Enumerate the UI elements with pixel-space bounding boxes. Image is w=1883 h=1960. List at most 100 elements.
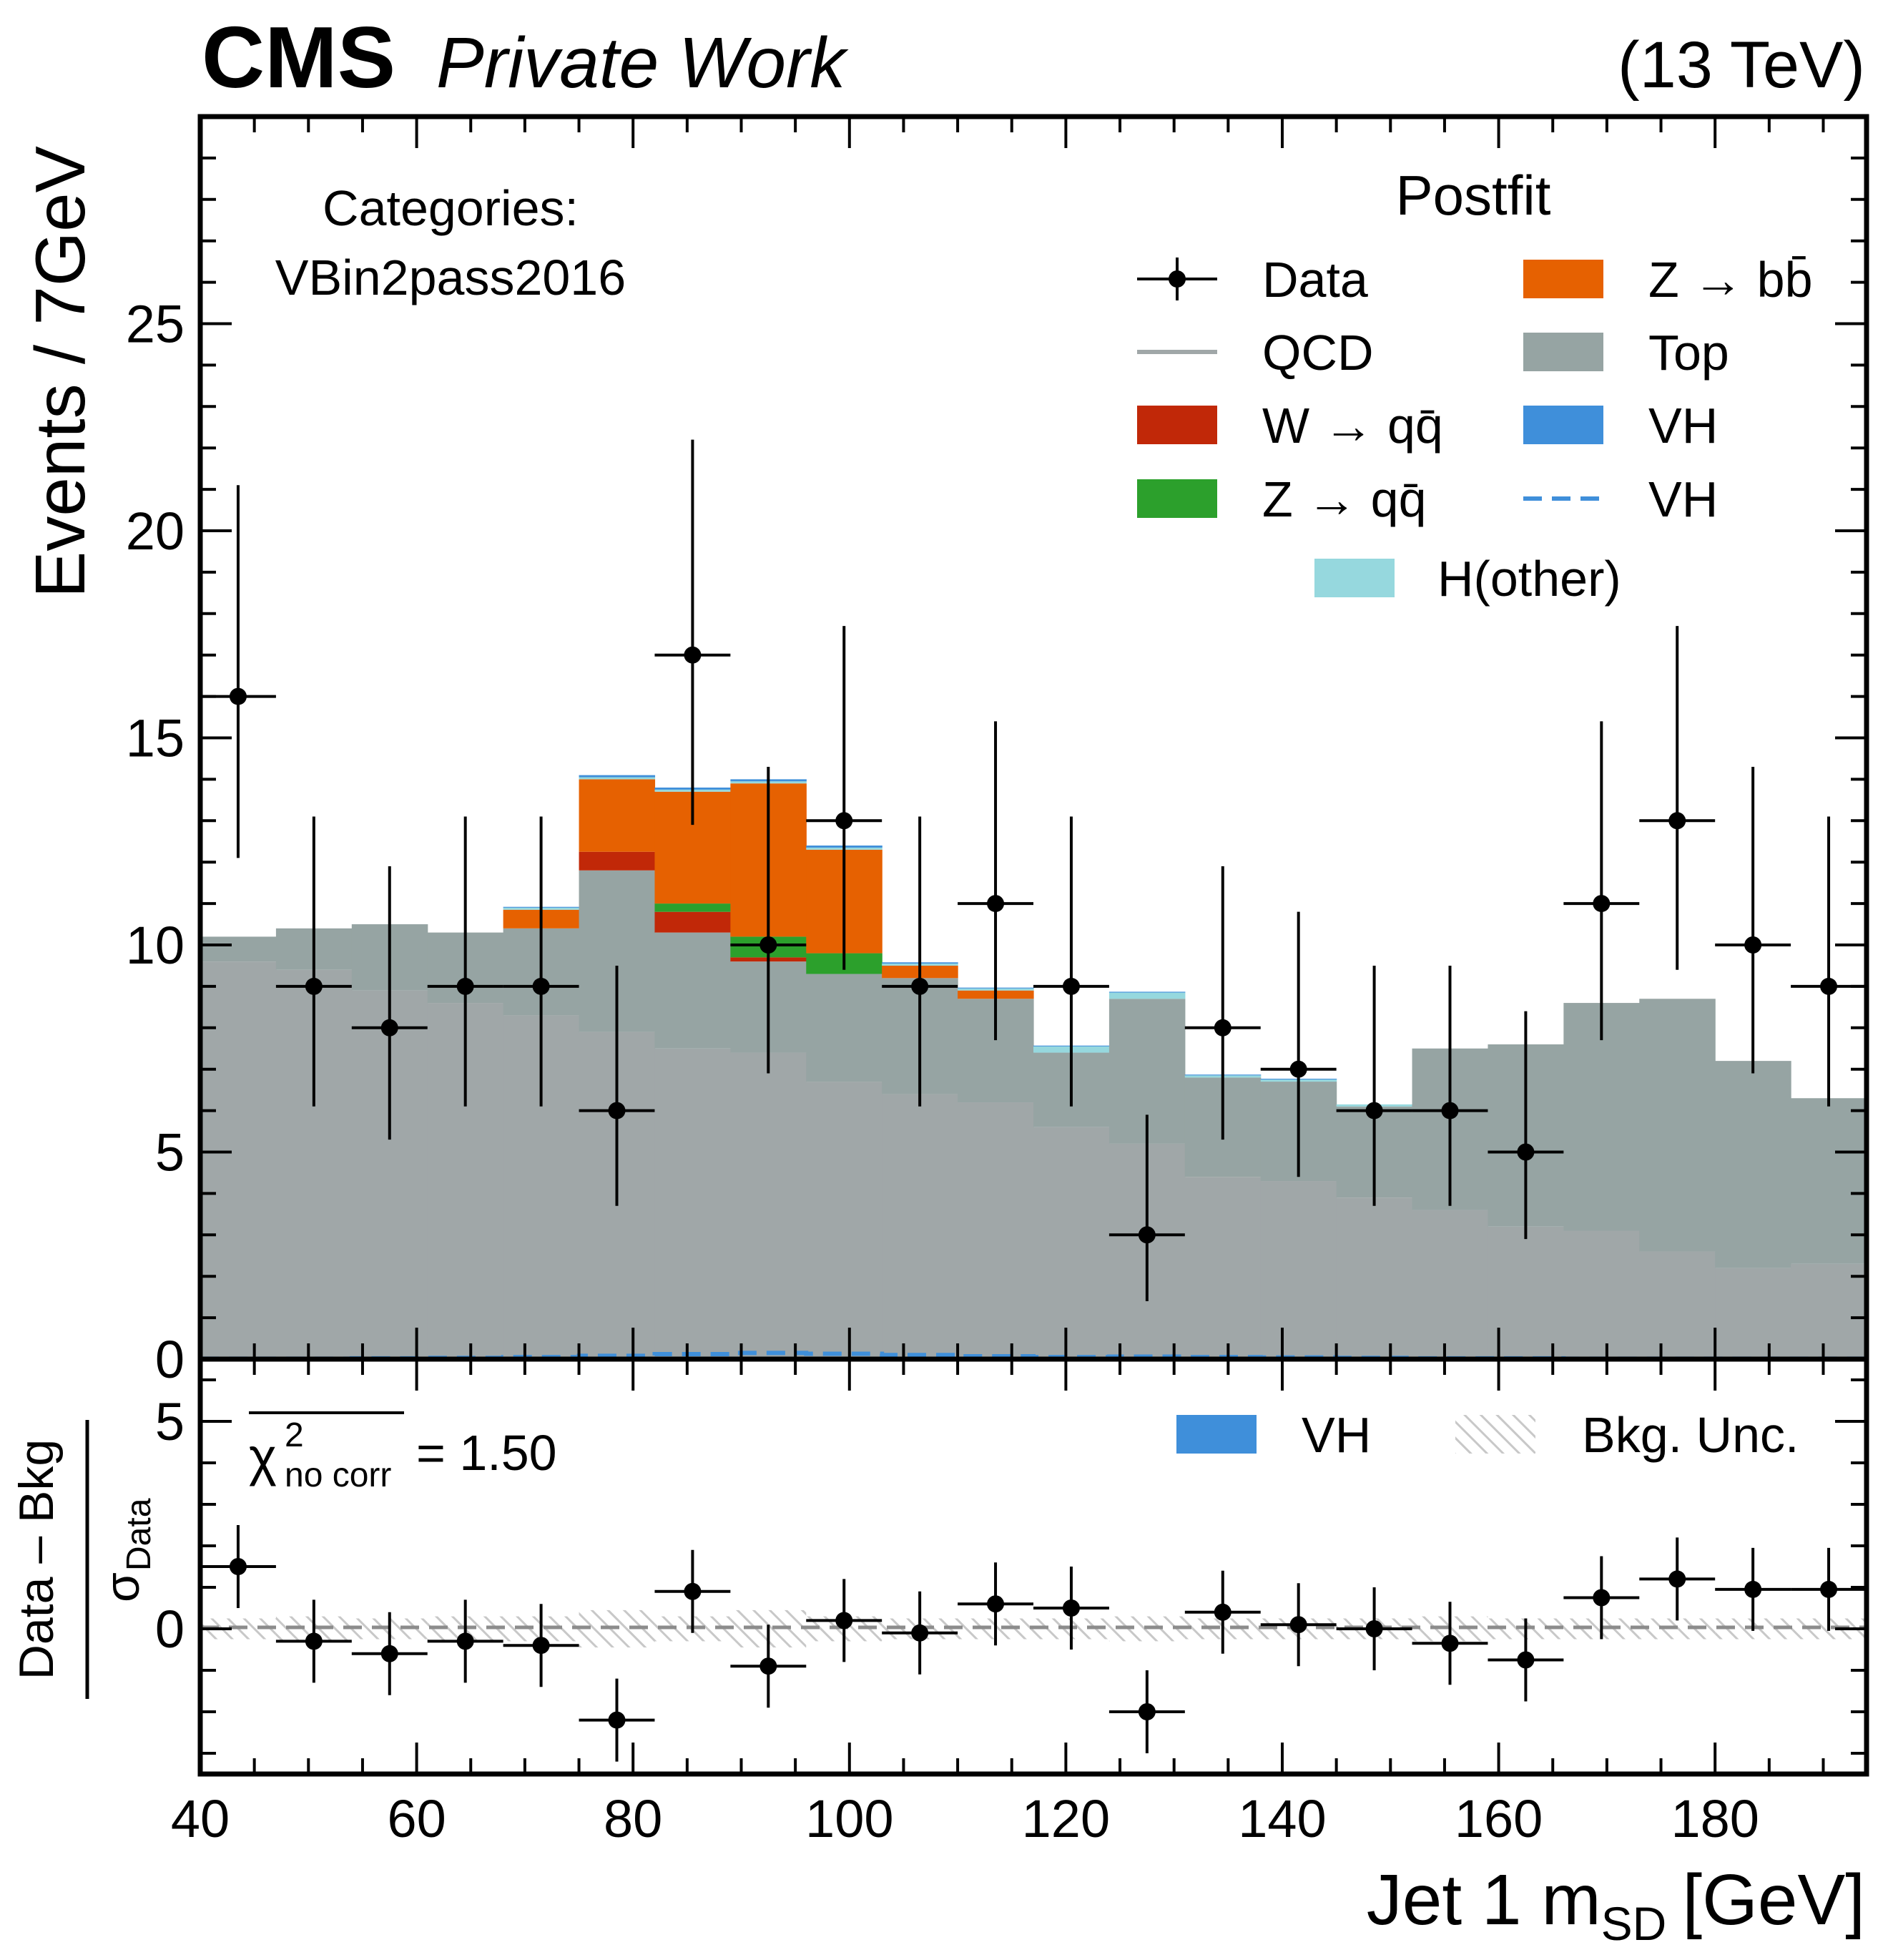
stack-top-bin-21 <box>1791 1098 1867 1264</box>
ratio-y-tick-label-1: 5 <box>155 1392 185 1451</box>
legend-label-zqq: Z → qq̄ <box>1262 471 1427 527</box>
x-axis-label-unit: [GeV] <box>1682 1860 1865 1940</box>
pull-point-6 <box>654 1549 731 1633</box>
legend-label-qcd: QCD <box>1262 325 1374 381</box>
pull-point-19 <box>1639 1537 1716 1621</box>
pull-point-10 <box>958 1562 1033 1646</box>
data-point-11 <box>1033 816 1109 1107</box>
chi2-value: = 1.50 <box>416 1425 557 1481</box>
data-point-4 <box>503 816 579 1107</box>
pull-point-8 <box>806 1579 882 1662</box>
y-tick-label-3: 15 <box>126 709 185 768</box>
pull-point-1 <box>275 1599 352 1683</box>
ratio-ylabel-numerator: Data – Bkg <box>9 1439 64 1680</box>
pull-points <box>200 1525 1867 1762</box>
stack-qcd-bin-0 <box>200 961 277 1359</box>
data-point-7 <box>730 767 807 1074</box>
stack-qcd-bin-8 <box>806 1082 882 1359</box>
stack-qcd-bin-19 <box>1639 1251 1716 1359</box>
stack-top-bin-6 <box>654 932 731 1049</box>
chi2-sub: no corr <box>285 1456 391 1494</box>
stack-zqq-bin-6 <box>654 903 731 912</box>
main-stack <box>200 775 1867 1359</box>
data-points <box>200 439 1867 1301</box>
category-label: Categories: <box>323 180 579 236</box>
ratio-legend-unc-label: Bkg. Unc. <box>1582 1407 1799 1463</box>
stack-wqq-bin-6 <box>654 911 731 933</box>
stack-vh-bin-5 <box>579 775 656 778</box>
legend-label-vh: VH <box>1648 398 1718 454</box>
data-point-15 <box>1336 965 1412 1206</box>
data-point-6 <box>654 439 731 825</box>
x-axis-label-sub: SD <box>1601 1897 1667 1950</box>
private-work-label: Private Work <box>436 23 849 103</box>
pull-point-16 <box>1412 1602 1488 1685</box>
x-tick-label-5: 140 <box>1238 1789 1326 1848</box>
data-point-2 <box>351 866 428 1140</box>
legend-label-hother: H(other) <box>1437 551 1621 607</box>
stack-qcd-bin-6 <box>654 1048 731 1359</box>
legend-entry-vh_line: VH <box>1523 471 1718 527</box>
stack-qcd-bin-18 <box>1563 1230 1640 1359</box>
stack-qcd-bin-21 <box>1791 1263 1867 1359</box>
legend-entry-top: Top <box>1523 325 1729 381</box>
ratio-ylabel-den-symbol: σ <box>95 1572 149 1602</box>
data-point-13 <box>1184 866 1261 1140</box>
energy-label: (13 TeV) <box>1618 29 1865 102</box>
pull-point-9 <box>882 1591 958 1675</box>
y-axis-label: Events / 7GeV <box>21 146 99 598</box>
stack-qcd-bin-10 <box>958 1102 1034 1359</box>
pull-point-5 <box>579 1678 655 1762</box>
stack-qcd-bin-17 <box>1488 1226 1564 1359</box>
data-point-0 <box>200 485 276 858</box>
ratio-legend-unc-patch <box>1455 1415 1535 1454</box>
pull-point-20 <box>1715 1547 1791 1631</box>
stack-top-bin-19 <box>1639 999 1716 1252</box>
stack-qcd-bin-14 <box>1260 1181 1337 1359</box>
data-point-20 <box>1715 767 1791 1074</box>
legend-entry-zbb: Z → bb̄ <box>1523 252 1813 308</box>
data-point-9 <box>882 816 958 1107</box>
data-point-16 <box>1412 965 1488 1206</box>
stack-qcd-bin-11 <box>1033 1127 1110 1359</box>
legend-title: Postfit <box>1396 164 1551 227</box>
ratio-y-tick-label-0: 0 <box>155 1599 185 1659</box>
legend-entry-qcd: QCD <box>1137 325 1374 381</box>
legend-entry-data: Data <box>1137 252 1368 308</box>
stack-qcd-bin-20 <box>1715 1268 1791 1359</box>
stack-qcd-bin-13 <box>1184 1177 1262 1359</box>
ratio-ylabel-den-sub: Data <box>120 1498 158 1571</box>
ratio-frame <box>197 1356 1869 1777</box>
stack-qcd-bin-7 <box>730 1052 807 1359</box>
chi2-symbol: χ <box>249 1427 277 1486</box>
pull-point-13 <box>1184 1570 1261 1654</box>
data-point-12 <box>1108 1114 1185 1301</box>
pull-point-17 <box>1488 1618 1564 1702</box>
stack-qcd-bin-16 <box>1412 1210 1489 1359</box>
legend-entry-hother: H(other) <box>1314 551 1621 607</box>
stack-top-bin-20 <box>1715 1061 1791 1268</box>
category-name: VBin2pass2016 <box>275 250 626 305</box>
stack-qcd-bin-15 <box>1336 1197 1413 1359</box>
x-axis-label-main: Jet 1 m <box>1367 1860 1601 1940</box>
x-axis-label: Jet 1 mSD [GeV] <box>1367 1860 1865 1950</box>
data-point-17 <box>1488 1011 1564 1240</box>
data-point-3 <box>427 816 503 1107</box>
data-point-18 <box>1563 721 1640 1041</box>
y-tick-label-1: 5 <box>155 1123 185 1182</box>
ratio-legend-vh-patch <box>1176 1415 1257 1454</box>
legend-entry-zqq: Z → qq̄ <box>1137 471 1427 527</box>
stack-vh-bin-12 <box>1108 991 1186 993</box>
data-point-1 <box>275 816 352 1107</box>
stack-hother-bin-5 <box>579 777 656 780</box>
pull-point-3 <box>427 1599 503 1683</box>
ratio-y-axis-label: Data – Bkg σ Data <box>9 1420 158 1699</box>
stack-qcd-bin-9 <box>882 1094 958 1359</box>
x-tick-label-6: 160 <box>1455 1789 1543 1848</box>
y-tick-label-2: 10 <box>126 916 185 975</box>
pull-point-7 <box>730 1625 807 1708</box>
legend-label-data: Data <box>1262 252 1368 308</box>
legend-entry-vh: VH <box>1523 398 1718 454</box>
